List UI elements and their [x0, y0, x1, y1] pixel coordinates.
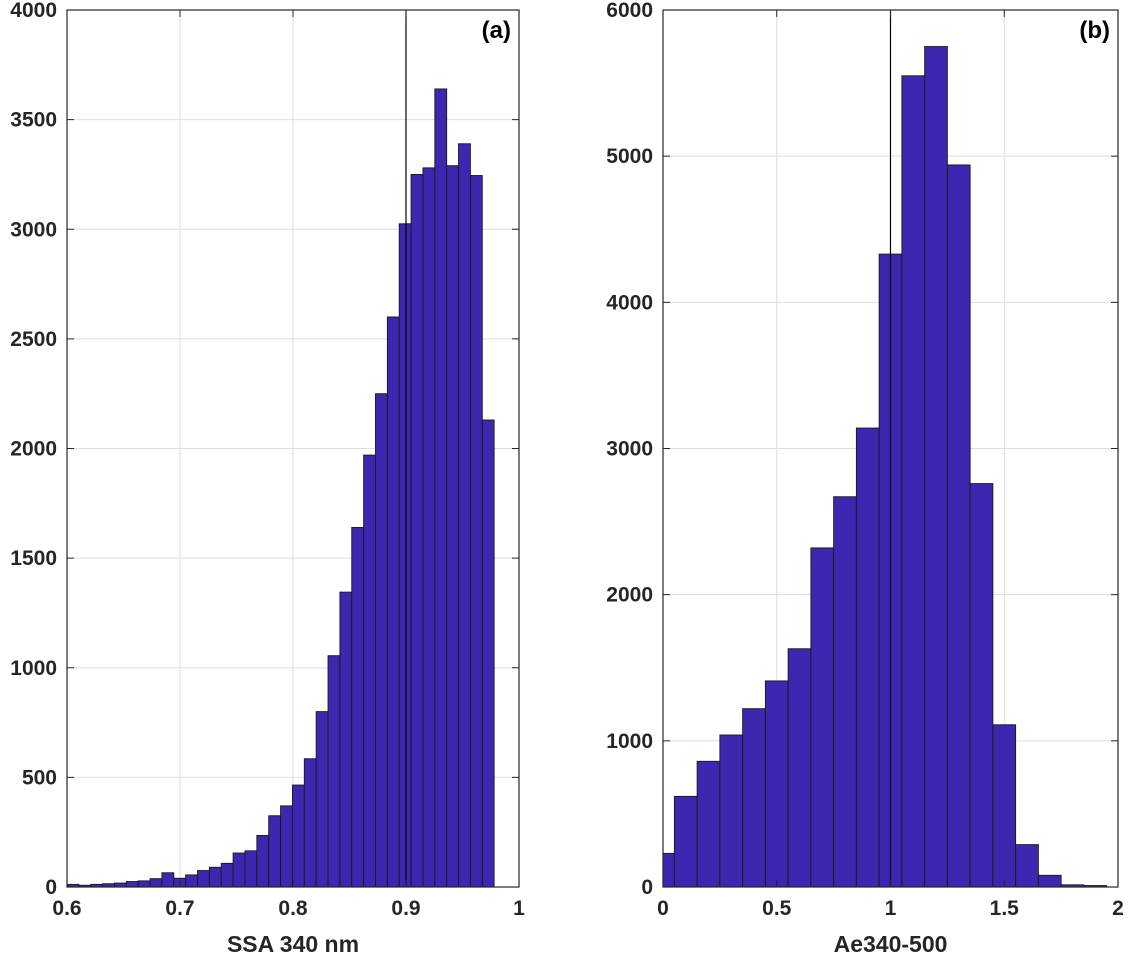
y-tick-label: 0 [45, 876, 57, 899]
histogram-bar [787, 648, 812, 888]
y-tick-label: 0 [641, 876, 653, 899]
histogram-bar [810, 547, 835, 888]
histogram-bar [469, 175, 483, 888]
y-tick-label: 3000 [606, 438, 653, 461]
x-tick-label: 1 [513, 897, 525, 920]
y-tick-label: 3000 [10, 218, 57, 241]
histogram-bar [161, 872, 175, 888]
y-tick-label: 500 [22, 766, 57, 789]
x-axis-label: SSA 340 nm [227, 931, 359, 957]
histogram-bar [315, 711, 329, 888]
histogram-bar [924, 46, 948, 888]
x-tick-label: 2 [1112, 897, 1124, 920]
histogram-bar [197, 870, 210, 888]
x-tick-label: 1 [885, 897, 897, 920]
x-tick-label: 0.8 [278, 897, 308, 920]
x-tick-label: 0.7 [165, 897, 194, 920]
histogram-bar [351, 526, 365, 888]
histogram-bar [386, 316, 400, 888]
x-axis-label: Ae340-500 [834, 931, 948, 957]
panel-label: (a) [482, 17, 511, 44]
histogram-bar [327, 655, 341, 888]
histogram-bar [398, 223, 412, 888]
y-tick-label: 3500 [10, 109, 57, 132]
histogram-bar [339, 591, 353, 888]
histogram-bar [458, 143, 471, 888]
histogram-bar [410, 173, 424, 888]
panel-label: (b) [1079, 17, 1110, 44]
histogram-bar [662, 852, 675, 888]
x-tick-label: 0.9 [391, 897, 420, 920]
histogram-bar [268, 815, 282, 888]
histogram-bar [280, 805, 293, 888]
histogram-bar [232, 852, 246, 888]
histogram-bar [125, 881, 139, 888]
histogram-bar [833, 496, 857, 888]
y-tick-label: 4000 [10, 0, 57, 22]
chart-panel-a: 0.6 0.7 0.8 0.9 1 0 500 1000 1500 2000 2500 3000 350… [10, 0, 525, 957]
y-tick-label: 1500 [10, 547, 57, 570]
histogram-bar [363, 454, 376, 888]
histogram-bar [696, 760, 721, 888]
histogram-bar [137, 880, 151, 888]
histogram-bar [149, 878, 163, 888]
y-tick-label: 1000 [606, 730, 653, 753]
histogram-bar [422, 167, 436, 888]
histogram-bar [1037, 874, 1062, 888]
histogram-bar [742, 708, 766, 888]
histogram-bar [256, 835, 270, 888]
histogram-bar [673, 795, 698, 888]
histogram-bar [969, 483, 994, 888]
histogram-bar [375, 393, 388, 888]
histogram-bar [303, 758, 317, 888]
histogram-bar [220, 862, 234, 888]
chart-panel-b: 0 0.5 1 1.5 2 0 1000 2000 3000 4000 5000 6000 Ae340-… [606, 0, 1124, 957]
y-tick-label: 2000 [606, 584, 653, 607]
histogram-bar [185, 874, 198, 888]
x-tick-label: 0 [657, 897, 669, 920]
histogram-bar [481, 419, 495, 888]
histogram-bar [946, 164, 971, 888]
y-tick-label: 1000 [10, 657, 57, 680]
histogram-bar [764, 680, 789, 888]
histogram-bar [855, 427, 880, 888]
y-tick-label: 2000 [10, 438, 57, 461]
x-tick-label: 0.5 [762, 897, 792, 920]
histogram-bar [291, 784, 305, 888]
y-tick-label: 2500 [10, 328, 57, 351]
y-tick-label: 6000 [606, 0, 653, 22]
histogram-bar [719, 734, 744, 888]
x-tick-label: 0.6 [52, 897, 81, 920]
x-tick-label: 1.5 [990, 897, 1020, 920]
histogram-bar [992, 724, 1017, 888]
histogram-bar [446, 165, 459, 888]
y-tick-label: 5000 [606, 145, 653, 168]
histogram-bar [1015, 844, 1039, 888]
y-tick-label: 4000 [606, 291, 653, 314]
histogram-bar [434, 88, 448, 888]
histogram-bar [208, 866, 222, 888]
histogram-bar [244, 850, 258, 888]
histogram-bar [901, 75, 926, 888]
